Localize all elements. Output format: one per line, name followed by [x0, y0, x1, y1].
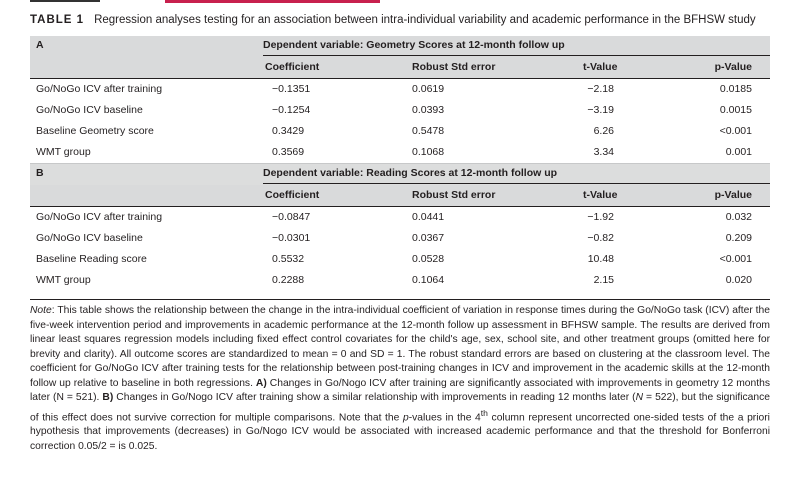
- note-text-6: column represent uncorrected one-sided t…: [30, 411, 770, 452]
- note-superscript: th: [480, 407, 488, 418]
- regression-table: A Dependent variable: Geometry Scores at…: [30, 36, 770, 291]
- coefficient-value: −0.0847: [272, 211, 311, 223]
- table-row: Baseline Geometry score 0.3429 0.5478 6.…: [30, 121, 770, 142]
- p-value: 0.032: [725, 211, 752, 223]
- t-value: −2.18: [587, 83, 614, 95]
- variable-name: Go/NoGo ICV baseline: [36, 104, 143, 116]
- p-value: <0.001: [719, 253, 752, 265]
- variable-name: Baseline Reading score: [36, 253, 147, 265]
- dependent-variable: Dependent variable: Reading Scores at 12…: [263, 167, 558, 179]
- se-value: 0.5478: [412, 125, 445, 137]
- variable-name: Go/NoGo ICV baseline: [36, 232, 143, 244]
- header-t-value: t-Value: [583, 61, 618, 73]
- coefficient-value: 0.5532: [272, 253, 305, 265]
- panel-label: B: [36, 167, 44, 179]
- header-t-value: t-Value: [583, 189, 618, 201]
- header-coefficient: Coefficient: [265, 61, 320, 73]
- panel-b-header-row: Coefficient Robust Std error t-Value p-V…: [30, 185, 770, 207]
- table-title: Regression analyses testing for an assoc…: [94, 14, 756, 26]
- p-value: 0.020: [725, 274, 752, 286]
- panel-a-header-row: Coefficient Robust Std error t-Value p-V…: [30, 57, 770, 79]
- dependent-variable: Dependent variable: Geometry Scores at 1…: [263, 39, 565, 51]
- se-value: 0.0393: [412, 104, 445, 116]
- header-p-value: p-Value: [714, 189, 752, 201]
- note-label: Note: [30, 305, 52, 316]
- header-p-value: p-Value: [714, 61, 752, 73]
- table-row: WMT group 0.2288 0.1064 2.15 0.020: [30, 270, 770, 291]
- note-text-4: = 522), but the significance of this eff…: [30, 392, 770, 423]
- t-value: −3.19: [587, 104, 614, 116]
- p-value: 0.001: [725, 146, 752, 158]
- se-value: 0.0367: [412, 232, 445, 244]
- panel-a-dependent-row: A Dependent variable: Geometry Scores at…: [30, 36, 770, 57]
- coefficient-value: 0.3429: [272, 125, 305, 137]
- table-footnote: Note: This table shows the relationship …: [30, 304, 770, 454]
- se-value: 0.1068: [412, 146, 445, 158]
- note-text-5: -values in the 4: [408, 411, 481, 423]
- header-rule-dark: [30, 0, 100, 2]
- se-value: 0.0619: [412, 83, 445, 95]
- t-value: −0.82: [587, 232, 614, 244]
- variable-name: WMT group: [36, 146, 91, 158]
- header-robust-se: Robust Std error: [412, 61, 496, 73]
- t-value: 10.48: [587, 253, 614, 265]
- t-value: 3.34: [593, 146, 614, 158]
- table-caption: TABLE 1 Regression analyses testing for a…: [30, 14, 756, 26]
- note-text-2: Changes in Go/Nogo ICV after training ar…: [30, 377, 770, 404]
- table-bottom-rule: [30, 299, 770, 300]
- p-value: 0.0185: [719, 83, 752, 95]
- coefficient-value: −0.1351: [272, 83, 311, 95]
- dependent-rule: [263, 55, 770, 56]
- page-top-decoration: [0, 0, 797, 6]
- note-a-label: A): [255, 377, 267, 389]
- variable-name: Go/NoGo ICV after training: [36, 83, 163, 95]
- t-value: 6.26: [593, 125, 614, 137]
- variable-name: Go/NoGo ICV after training: [36, 211, 163, 223]
- t-value: 2.15: [593, 274, 614, 286]
- dependent-rule: [263, 183, 770, 184]
- se-value: 0.1064: [412, 274, 445, 286]
- header-coefficient: Coefficient: [265, 189, 320, 201]
- panel-label: A: [36, 39, 44, 51]
- header-robust-se: Robust Std error: [412, 189, 496, 201]
- coefficient-value: −0.0301: [272, 232, 311, 244]
- coefficient-value: −0.1254: [272, 104, 311, 116]
- t-value: −1.92: [587, 211, 614, 223]
- p-value: 0.209: [725, 232, 752, 244]
- table-row: Go/NoGo ICV baseline −0.1254 0.0393 −3.1…: [30, 100, 770, 121]
- variable-name: Baseline Geometry score: [36, 125, 154, 137]
- table-label: TABLE 1: [30, 14, 85, 26]
- table-row: Go/NoGo ICV after training −0.1351 0.061…: [30, 79, 770, 100]
- se-value: 0.0441: [412, 211, 445, 223]
- table-row: Go/NoGo ICV after training −0.0847 0.044…: [30, 207, 770, 228]
- p-value: <0.001: [719, 125, 752, 137]
- header-rule-accent: [165, 0, 380, 3]
- table-row: Baseline Reading score 0.5532 0.0528 10.…: [30, 249, 770, 270]
- variable-name: WMT group: [36, 274, 91, 286]
- note-text-1: : This table shows the relationship betw…: [30, 305, 770, 389]
- coefficient-value: 0.2288: [272, 274, 305, 286]
- panel-b-dependent-row: B Dependent variable: Reading Scores at …: [30, 163, 770, 185]
- coefficient-value: 0.3569: [272, 146, 305, 158]
- note-b-label: B): [102, 392, 114, 403]
- note-text-3: Changes in Go/Nogo ICV after training sh…: [113, 392, 636, 403]
- note-n-symbol: N: [635, 392, 644, 403]
- p-value: 0.0015: [719, 104, 752, 116]
- note-p-symbol: p: [402, 411, 409, 423]
- table-row: WMT group 0.3569 0.1068 3.34 0.001: [30, 142, 770, 163]
- table-row: Go/NoGo ICV baseline −0.0301 0.0367 −0.8…: [30, 228, 770, 249]
- se-value: 0.0528: [412, 253, 445, 265]
